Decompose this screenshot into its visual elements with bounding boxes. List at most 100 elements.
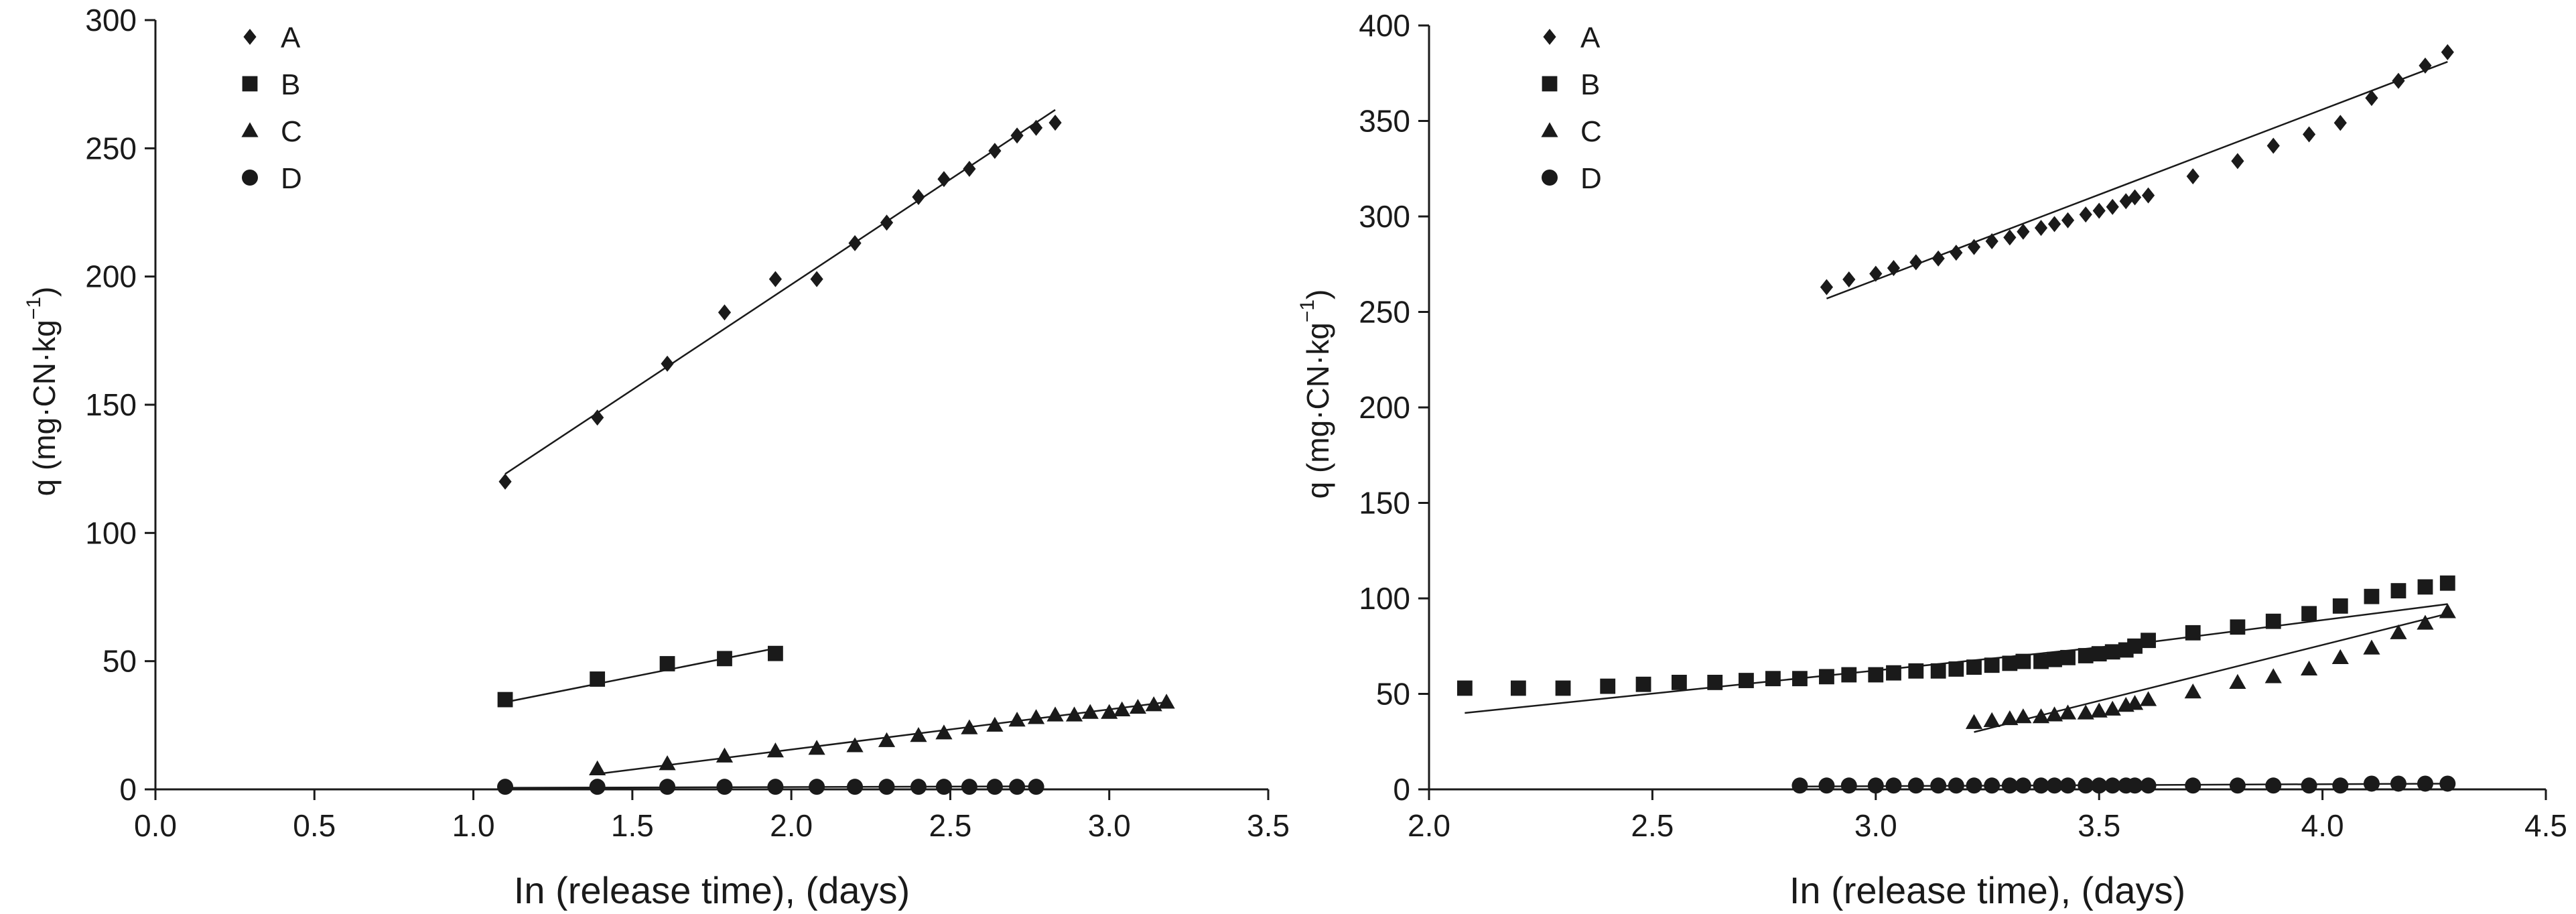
data-point-A — [1842, 271, 1856, 288]
legend-marker-B — [1542, 76, 1558, 92]
data-point-A — [2092, 202, 2106, 219]
data-point-B — [1948, 661, 1964, 677]
data-point-B — [2033, 653, 2049, 669]
data-point-A — [1869, 265, 1883, 282]
data-point-A — [661, 355, 674, 372]
series-A: A — [243, 21, 1062, 490]
data-point-C — [1081, 704, 1099, 719]
y-tick-label: 150 — [1359, 486, 1410, 521]
y-tick-label: 50 — [1376, 677, 1410, 712]
data-point-C — [2184, 683, 2201, 699]
data-point-D — [767, 779, 784, 795]
data-point-B — [2265, 613, 2281, 629]
x-axis-title: In (release time), (days) — [514, 869, 910, 911]
data-point-A — [1967, 239, 1981, 255]
data-point-B — [1886, 665, 1901, 681]
data-point-B — [1841, 667, 1857, 683]
y-axis-title: q (mg·CN·kg−1) — [1296, 289, 1335, 499]
data-point-B — [1600, 678, 1616, 694]
data-point-C — [1113, 701, 1131, 716]
data-point-C — [2104, 700, 2121, 716]
data-point-C — [659, 755, 676, 771]
data-point-A — [591, 409, 604, 426]
data-point-B — [1868, 667, 1884, 683]
x-tick-label: 4.5 — [2524, 808, 2567, 843]
data-point-A — [2302, 126, 2316, 143]
data-point-D — [2015, 777, 2031, 794]
data-point-B — [2078, 648, 2094, 663]
data-point-B — [717, 651, 732, 667]
data-point-B — [1707, 675, 1723, 690]
data-point-D — [1818, 777, 1835, 794]
data-point-B — [2141, 633, 2156, 649]
y-tick-label: 250 — [85, 131, 137, 166]
data-point-B — [768, 645, 783, 661]
data-point-A — [963, 160, 976, 177]
data-point-D — [2390, 775, 2406, 792]
data-point-B — [2104, 644, 2120, 660]
data-point-C — [878, 732, 896, 747]
data-point-B — [2417, 579, 2433, 595]
data-point-A — [2079, 206, 2092, 223]
data-point-D — [1840, 777, 1857, 794]
legend-marker-C — [1541, 122, 1558, 137]
data-point-A — [1010, 127, 1024, 144]
data-point-D — [2059, 777, 2076, 794]
data-point-D — [2332, 777, 2349, 794]
data-point-A — [2392, 72, 2405, 89]
data-point-A — [2017, 223, 2030, 240]
y-tick-label: 0 — [119, 772, 137, 807]
y-axis-title-superscript: −1 — [23, 297, 45, 320]
data-point-B — [2230, 619, 2246, 635]
data-point-B — [1966, 659, 1982, 675]
data-point-A — [2003, 229, 2017, 246]
data-point-A — [2128, 189, 2142, 206]
x-tick-label: 3.5 — [2078, 808, 2120, 843]
data-point-D — [1867, 777, 1884, 794]
series-B: B — [242, 68, 783, 708]
data-point-B — [590, 671, 606, 687]
data-point-A — [2106, 198, 2119, 215]
data-point-B — [2127, 638, 2143, 654]
data-point-D — [2046, 777, 2063, 794]
data-point-B — [1456, 680, 1473, 696]
data-point-C — [2032, 708, 2050, 724]
data-point-D — [1930, 777, 1947, 794]
data-point-B — [2091, 646, 2107, 662]
y-axis-title-main: q (mg·CN·kg — [27, 320, 62, 496]
data-point-C — [589, 760, 606, 775]
y-axis-title-main: q (mg·CN·kg — [1300, 322, 1335, 499]
data-point-D — [935, 779, 952, 795]
data-point-A — [1909, 254, 1923, 271]
data-point-B — [1984, 657, 2000, 673]
data-point-C — [2417, 614, 2434, 630]
data-point-C — [2390, 624, 2407, 639]
series-B: B — [1456, 68, 2455, 714]
data-point-C — [2300, 660, 2318, 676]
chart-right: 0 50 100 150 200 250 300 350 400 2.0 2.5 3.0 3.5 4.0 4… — [1296, 8, 2567, 911]
data-point-A — [2034, 220, 2048, 237]
data-point-B — [2301, 606, 2317, 622]
data-point-C — [2126, 695, 2144, 710]
data-point-A — [2061, 212, 2075, 228]
data-point-D — [659, 779, 676, 795]
fit-line-B — [1465, 603, 2448, 714]
legend-label-A: A — [281, 21, 301, 54]
data-point-D — [847, 779, 864, 795]
data-point-B — [2439, 575, 2455, 591]
data-point-D — [2001, 777, 2018, 794]
x-tick-label: 3.0 — [1088, 808, 1131, 843]
series-C: C — [241, 115, 1175, 775]
legend-marker-D — [1542, 170, 1558, 186]
data-point-D — [2301, 777, 2317, 794]
data-point-B — [659, 656, 675, 671]
data-point-C — [2077, 704, 2094, 720]
data-point-B — [2002, 655, 2018, 671]
legend-label-B: B — [281, 68, 300, 101]
x-tick-label: 2.5 — [929, 808, 971, 843]
data-point-D — [2265, 777, 2282, 794]
fit-line-A — [504, 109, 1056, 475]
data-point-A — [1029, 119, 1043, 136]
x-axis-title: In (release time), (days) — [1789, 869, 2185, 911]
